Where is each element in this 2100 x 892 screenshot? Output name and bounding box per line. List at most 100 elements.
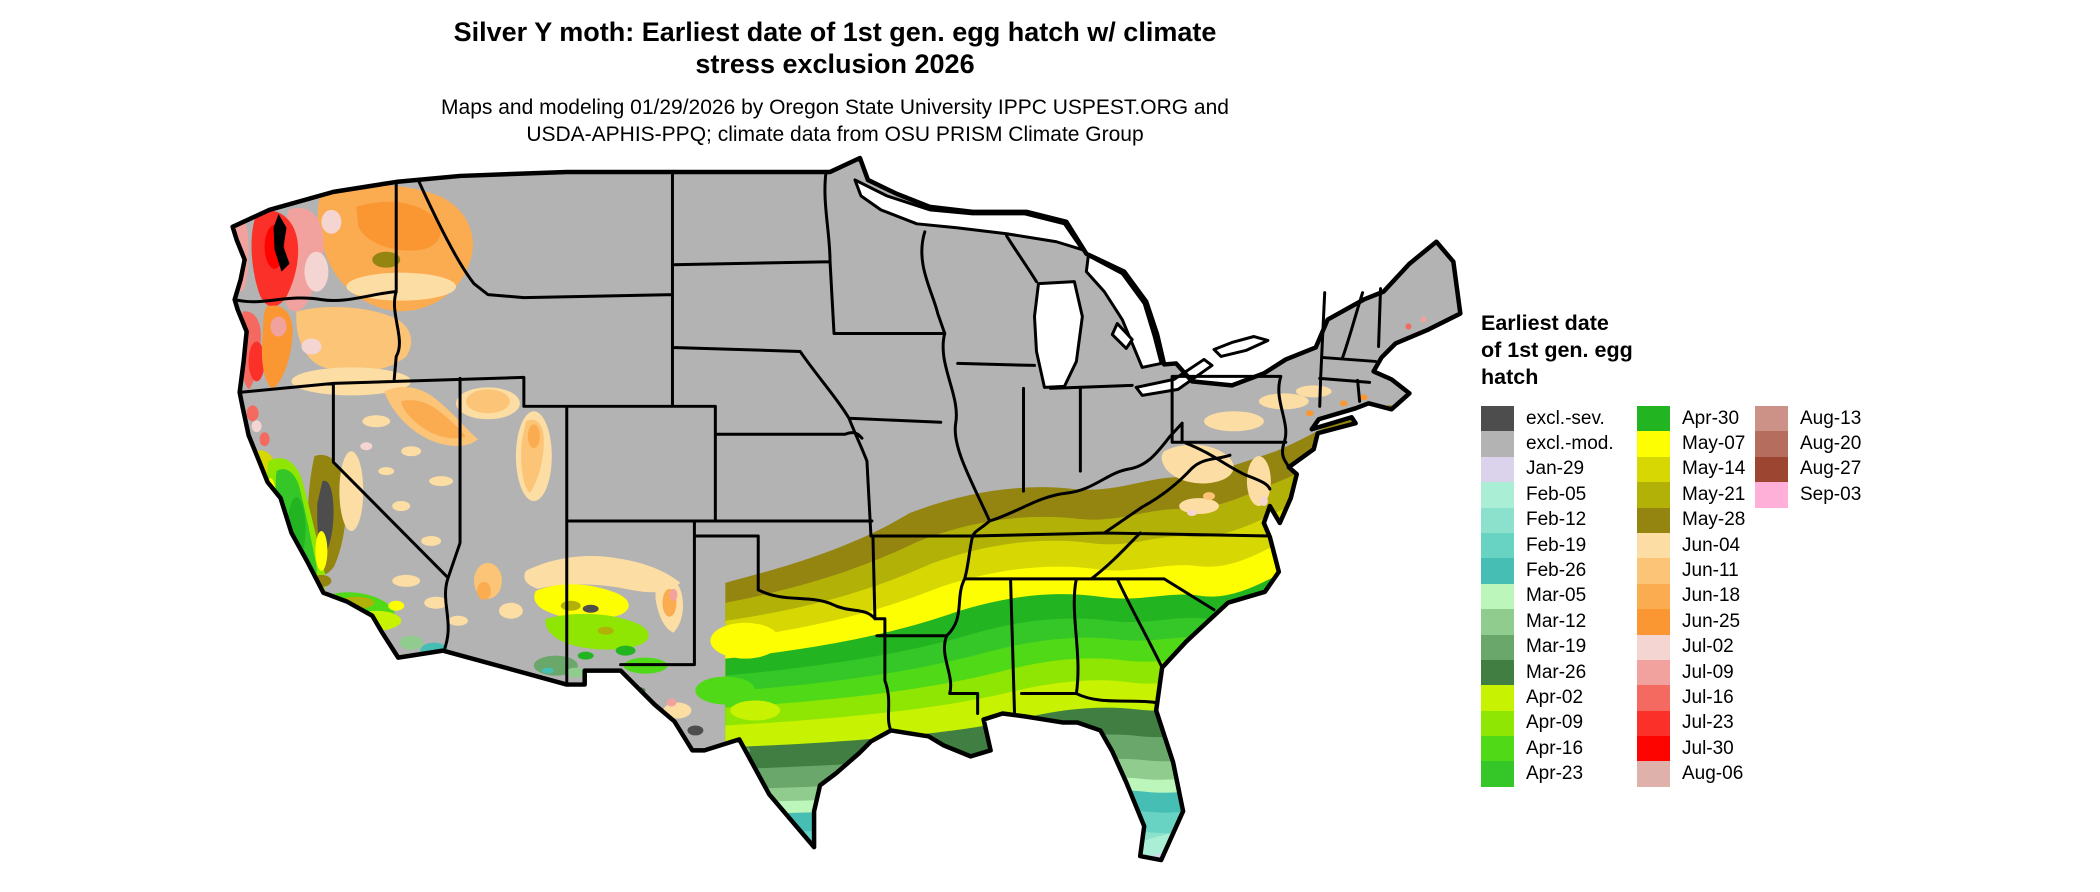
conus-map <box>225 152 1465 892</box>
patch-pa-tan-b <box>1258 393 1309 410</box>
legend-row: excl.-sev. <box>1481 406 1637 432</box>
state-borders-midwest-south <box>920 230 1272 715</box>
legend-row: Apr-09 <box>1481 710 1637 737</box>
legend-row: May-28 <box>1637 507 1755 533</box>
legend-swatch-jul23 <box>1637 710 1670 737</box>
legend-swatch-jan29 <box>1481 456 1514 483</box>
legend-row: Aug-06 <box>1637 761 1755 787</box>
lake-ontario <box>1212 335 1270 358</box>
patch-mojave-b <box>424 596 449 609</box>
legend-label: Apr-02 <box>1526 686 1584 708</box>
patch-chesapeake-pink <box>1259 496 1268 507</box>
legend-swatch-mar12 <box>1481 609 1514 635</box>
patch-az-dark <box>582 604 599 613</box>
legend-label: May-28 <box>1682 509 1746 531</box>
legend-label: Apr-23 <box>1526 763 1584 785</box>
band-feb12 <box>747 802 1461 861</box>
patch-nm-sacr-pink <box>669 588 678 601</box>
patch-sca-e <box>399 635 424 650</box>
legend-label: Aug-06 <box>1682 763 1744 785</box>
patch-snake-jun18 <box>401 400 467 439</box>
legend-swatch-aug27 <box>1755 456 1788 483</box>
patch-davis-pink <box>666 698 677 707</box>
patch-sca-b <box>326 634 367 651</box>
legend-swatch-apr23 <box>1481 761 1514 787</box>
patch-maine-red <box>1405 323 1412 330</box>
legend-swatch-jun25 <box>1637 609 1670 635</box>
legend-row: Jun-25 <box>1637 609 1755 635</box>
legend-label: Jul-30 <box>1682 737 1734 759</box>
legend-row: Aug-20 <box>1755 431 1905 457</box>
patch-nv-d <box>392 501 411 512</box>
legend-swatch-feb19 <box>1481 532 1514 559</box>
lake-huron <box>1084 254 1163 369</box>
patch-ca-yellow-b <box>315 530 328 571</box>
legend-label: Jul-16 <box>1682 686 1734 708</box>
legend-swatch-feb26 <box>1481 558 1514 584</box>
legend-swatch-apr09 <box>1481 710 1514 737</box>
patch-wtx-yellow <box>710 622 781 659</box>
patch-ca-eastsierra <box>339 451 364 531</box>
legend-row: Mar-12 <box>1481 609 1637 635</box>
legend-row: Jun-11 <box>1637 558 1755 584</box>
patch-nwca-red-a <box>246 405 259 422</box>
legend-label: Jul-09 <box>1682 661 1734 683</box>
legend-row: Apr-02 <box>1481 685 1637 711</box>
legend-swatch-mar05 <box>1481 583 1514 610</box>
patch-ewash-jun25 <box>356 201 441 251</box>
legend-swatch-mar19 <box>1481 634 1514 660</box>
legend-label: May-07 <box>1682 433 1746 455</box>
band-feb26 <box>725 758 1461 861</box>
great-lakes <box>853 178 1270 397</box>
western-patches <box>232 184 781 767</box>
patch-wash-jul02b <box>321 209 342 234</box>
legend-swatch-jun18 <box>1637 583 1670 610</box>
patch-wv-orange <box>1203 492 1215 501</box>
legend-swatch-excl_sev <box>1481 406 1514 432</box>
state-borders-west <box>233 170 980 732</box>
patch-nv-b <box>401 446 422 457</box>
conus-map-svg <box>225 152 1465 892</box>
legend-label: Jun-25 <box>1682 610 1741 632</box>
legend-column-2: Apr-30 May-07 May-14 May-21 May-28 Jun-04 Jun-… <box>1637 406 1755 787</box>
patch-wash-olive <box>372 251 401 268</box>
legend-column-1: excl.-sev. excl.-mod. Jan-29 Feb-05 Feb-12 Fe… <box>1481 406 1637 787</box>
patch-oreg-pink <box>270 316 287 337</box>
state-borders-east <box>1102 287 1383 535</box>
legend-label: excl.-mod. <box>1526 433 1614 455</box>
legend-swatch-jul02 <box>1637 634 1670 660</box>
legend: Earliest date of 1st gen. egg hatch excl.-… <box>1481 310 1941 787</box>
legend-label: May-21 <box>1682 483 1746 505</box>
legend-row: Feb-19 <box>1481 532 1637 559</box>
legend-row: Feb-12 <box>1481 507 1637 533</box>
legend-label: Aug-27 <box>1800 458 1862 480</box>
legend-column-3: Aug-13 Aug-20 Aug-27 Sep-03 <box>1755 406 1905 508</box>
legend-row: May-07 <box>1637 431 1755 457</box>
patch-nyc-orange <box>1305 410 1314 417</box>
legend-row: Jul-23 <box>1637 710 1755 737</box>
legend-row: Mar-26 <box>1481 659 1637 686</box>
legend-row: Apr-30 <box>1637 406 1755 432</box>
legend-swatch-feb12 <box>1481 507 1514 533</box>
legend-row: Apr-16 <box>1481 736 1637 762</box>
legend-label: Mar-05 <box>1526 585 1587 607</box>
legend-label: Feb-12 <box>1526 509 1587 531</box>
patch-sca-c <box>388 600 405 611</box>
patch-wtx-green <box>695 676 756 705</box>
legend-label: Feb-05 <box>1526 483 1587 505</box>
patch-az-olive-b <box>597 626 614 635</box>
map-subtitle: Maps and modeling 01/29/2026 by Oregon S… <box>441 96 1229 146</box>
patch-oreg-jul23 <box>248 341 265 382</box>
legend-label: Feb-19 <box>1526 534 1587 556</box>
legend-row: Sep-03 <box>1755 482 1905 508</box>
legend-row: Jul-09 <box>1637 659 1755 686</box>
legend-label: Aug-20 <box>1800 433 1862 455</box>
patch-maine-pink <box>1420 316 1427 323</box>
legend-row: Feb-26 <box>1481 558 1637 584</box>
legend-swatch-apr30 <box>1637 406 1670 432</box>
patch-seaz-green <box>565 667 586 678</box>
legend-label: Jun-04 <box>1682 534 1741 556</box>
patch-nv-f <box>378 467 395 476</box>
patch-mogollon <box>534 584 629 620</box>
